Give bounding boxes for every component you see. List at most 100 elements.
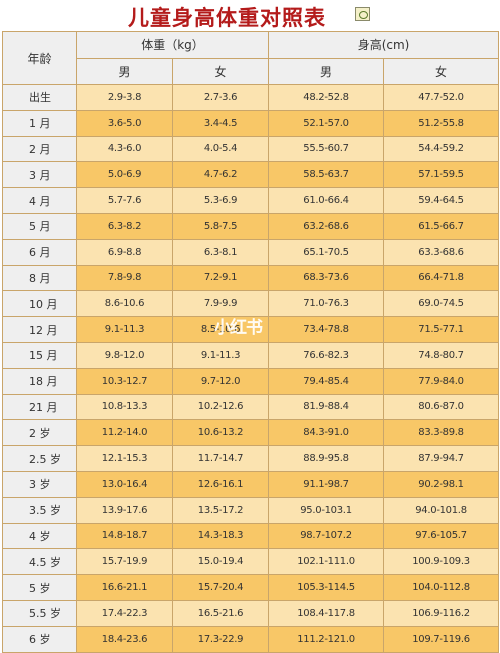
image-icon[interactable]: [355, 7, 370, 21]
age-cell: 4.5 岁: [2, 548, 77, 576]
age-cell: 2 月: [2, 135, 77, 163]
height-female-cell: 104.0-112.8: [383, 574, 500, 601]
height-male-cell: 88.9-95.8: [268, 445, 385, 472]
table-row: 2 岁 11.2-14.0 10.6-13.2 84.3-91.0 83.3-89.8: [2, 419, 500, 447]
size-chart-table: 年龄 体重（kg） 身高(cm) 男 女 男 女 出生 2.9-3.8 2.7-3.…: [2, 31, 500, 653]
age-cell: 出生: [2, 84, 77, 111]
weight-female-cell: 5.8-7.5: [171, 212, 270, 240]
age-cell: 12 月: [2, 316, 77, 343]
weight-female-cell: 10.6-13.2: [171, 419, 270, 447]
height-female-cell: 106.9-116.2: [383, 599, 500, 627]
table-row: 出生 2.9-3.8 2.7-3.6 48.2-52.8 47.7-52.0: [2, 84, 500, 111]
height-male-cell: 98.7-107.2: [268, 522, 385, 550]
age-column-header: 年龄: [2, 31, 77, 85]
weight-female-cell: 11.7-14.7: [171, 445, 270, 472]
table-row: 3.5 岁 13.9-17.6 13.5-17.2 95.0-103.1 94.0-10…: [2, 496, 500, 524]
height-male-cell: 79.4-85.4: [268, 367, 385, 395]
weight-female-cell: 4.0-5.4: [171, 135, 270, 163]
height-male-cell: 108.4-117.8: [268, 599, 385, 627]
table-row: 6 月 6.9-8.8 6.3-8.1 65.1-70.5 63.3-68.6: [2, 238, 500, 266]
height-male-cell: 52.1-57.0: [268, 109, 385, 137]
table-row: 5 月 6.3-8.2 5.8-7.5 63.2-68.6 61.5-66.7: [2, 212, 500, 240]
height-column-header: 身高(cm): [268, 31, 500, 59]
table-row: 5 岁 16.6-21.1 15.7-20.4 105.3-114.5 104.0-11…: [2, 574, 500, 601]
height-male-cell: 58.5-63.7: [268, 161, 385, 189]
table-row: 3 月 5.0-6.9 4.7-6.2 58.5-63.7 57.1-59.5: [2, 161, 500, 189]
weight-male-cell: 3.6-5.0: [76, 109, 173, 137]
weight-male-cell: 6.3-8.2: [76, 212, 173, 240]
age-cell: 15 月: [2, 341, 77, 369]
table-row: 5.5 岁 17.4-22.3 16.5-21.6 108.4-117.8 106.9-…: [2, 599, 500, 627]
age-cell: 4 月: [2, 187, 77, 214]
weight-female-cell: 2.7-3.6: [171, 84, 270, 111]
height-female-header: 女: [383, 57, 500, 85]
height-female-cell: 61.5-66.7: [383, 212, 500, 240]
table-row: 3 岁 13.0-16.4 12.6-16.1 91.1-98.7 90.2-98.1: [2, 470, 500, 498]
height-female-cell: 83.3-89.8: [383, 419, 500, 447]
age-cell: 3 月: [2, 161, 77, 189]
weight-male-cell: 15.7-19.9: [76, 548, 173, 576]
weight-male-cell: 17.4-22.3: [76, 599, 173, 627]
table-body: 出生 2.9-3.8 2.7-3.6 48.2-52.8 47.7-52.0 1 月 3.6…: [2, 84, 500, 653]
age-cell: 3 岁: [2, 470, 77, 498]
height-male-cell: 68.3-73.6: [268, 264, 385, 292]
weight-male-cell: 4.3-6.0: [76, 135, 173, 163]
age-cell: 5.5 岁: [2, 599, 77, 627]
height-female-cell: 51.2-55.8: [383, 109, 500, 137]
weight-male-cell: 14.8-18.7: [76, 522, 173, 550]
age-cell: 10 月: [2, 290, 77, 318]
height-male-cell: 71.0-76.3: [268, 290, 385, 318]
age-cell: 21 月: [2, 393, 77, 421]
age-cell: 2 岁: [2, 419, 77, 447]
age-cell: 8 月: [2, 264, 77, 292]
height-male-cell: 73.4-78.8: [268, 316, 385, 343]
weight-female-cell: 14.3-18.3: [171, 522, 270, 550]
height-female-cell: 66.4-71.8: [383, 264, 500, 292]
weight-male-cell: 8.6-10.6: [76, 290, 173, 318]
height-male-cell: 81.9-88.4: [268, 393, 385, 421]
table-row: 8 月 7.8-9.8 7.2-9.1 68.3-73.6 66.4-71.8: [2, 264, 500, 292]
table-row: 1 月 3.6-5.0 3.4-4.5 52.1-57.0 51.2-55.8: [2, 109, 500, 137]
weight-female-cell: 15.0-19.4: [171, 548, 270, 576]
title-bar: 儿童身高体重对照表: [0, 0, 500, 30]
weight-female-cell: 3.4-4.5: [171, 109, 270, 137]
height-female-cell: 90.2-98.1: [383, 470, 500, 498]
weight-female-cell: 12.6-16.1: [171, 470, 270, 498]
age-cell: 6 月: [2, 238, 77, 266]
height-female-cell: 77.9-84.0: [383, 367, 500, 395]
height-female-cell: 94.0-101.8: [383, 496, 500, 524]
height-female-cell: 97.6-105.7: [383, 522, 500, 550]
weight-male-cell: 13.9-17.6: [76, 496, 173, 524]
weight-male-header: 男: [76, 57, 173, 85]
weight-male-cell: 18.4-23.6: [76, 625, 173, 653]
weight-female-cell: 9.7-12.0: [171, 367, 270, 395]
weight-male-cell: 10.8-13.3: [76, 393, 173, 421]
weight-female-cell: 9.1-11.3: [171, 341, 270, 369]
weight-female-cell: 15.7-20.4: [171, 574, 270, 601]
table-row: 4.5 岁 15.7-19.9 15.0-19.4 102.1-111.0 100.9-…: [2, 548, 500, 576]
age-cell: 2.5 岁: [2, 445, 77, 472]
height-female-cell: 100.9-109.3: [383, 548, 500, 576]
height-female-cell: 74.8-80.7: [383, 341, 500, 369]
height-male-cell: 102.1-111.0: [268, 548, 385, 576]
height-female-cell: 47.7-52.0: [383, 84, 500, 111]
height-male-cell: 65.1-70.5: [268, 238, 385, 266]
height-female-cell: 54.4-59.2: [383, 135, 500, 163]
height-male-cell: 55.5-60.7: [268, 135, 385, 163]
height-male-cell: 95.0-103.1: [268, 496, 385, 524]
watermark: 小红书: [214, 318, 263, 338]
page-title: 儿童身高体重对照表: [128, 6, 326, 30]
age-cell: 5 岁: [2, 574, 77, 601]
height-female-cell: 80.6-87.0: [383, 393, 500, 421]
height-female-cell: 59.4-64.5: [383, 187, 500, 214]
weight-male-cell: 5.7-7.6: [76, 187, 173, 214]
weight-female-cell: 7.9-9.9: [171, 290, 270, 318]
table-row: 15 月 9.8-12.0 9.1-11.3 76.6-82.3 74.8-80.7: [2, 341, 500, 369]
table-row: 18 月 10.3-12.7 9.7-12.0 79.4-85.4 77.9-84.0: [2, 367, 500, 395]
height-female-cell: 63.3-68.6: [383, 238, 500, 266]
age-cell: 4 岁: [2, 522, 77, 550]
height-male-header: 男: [268, 57, 385, 85]
age-cell: 3.5 岁: [2, 496, 77, 524]
weight-male-cell: 9.1-11.3: [76, 316, 173, 343]
weight-male-cell: 6.9-8.8: [76, 238, 173, 266]
